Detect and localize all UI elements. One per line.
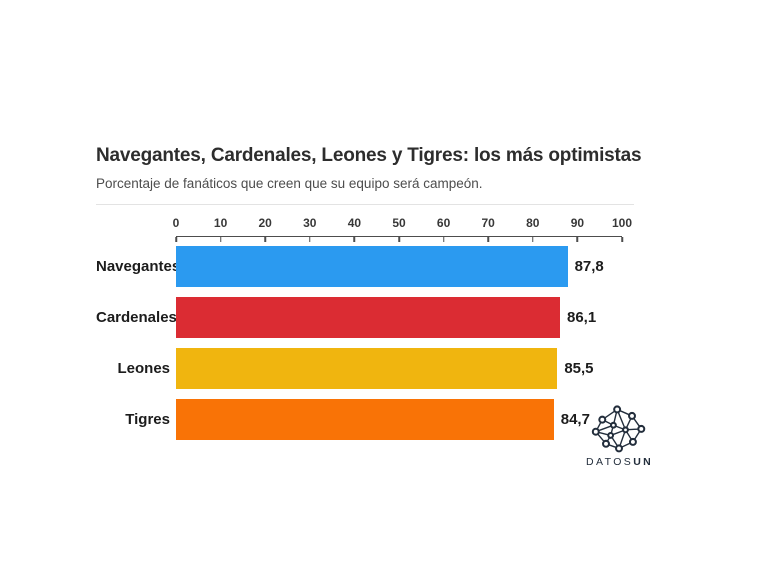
bar <box>176 399 554 441</box>
axis-tick-mark <box>175 237 177 243</box>
value-label: 85,5 <box>564 360 594 378</box>
bar-row: Navegantes 87,8 <box>96 246 652 288</box>
axis-tick-mark <box>576 237 579 243</box>
header-divider <box>96 204 634 206</box>
bar-row: Cardenales 86,1 <box>96 297 652 339</box>
logo-text: DATOSUN <box>586 456 652 468</box>
bar-track: 85,5 <box>176 348 622 390</box>
bar-track: 87,8 <box>176 246 622 288</box>
value-label: 84,7 <box>560 411 590 429</box>
axis-tick-label: 0 <box>172 216 180 231</box>
bar <box>176 297 560 339</box>
axis-tick-label: 30 <box>303 216 317 231</box>
axis-tick-mark <box>621 237 623 243</box>
bar <box>176 246 568 288</box>
axis-tick-label: 60 <box>436 216 451 231</box>
axis-tick-mark <box>309 237 311 243</box>
axis-tick-mark <box>264 237 266 243</box>
axis-tick-label: 90 <box>570 216 585 231</box>
axis-tick-mark <box>353 237 356 243</box>
axis-tick-label: 80 <box>526 216 540 231</box>
datosun-logo: DATOSUN <box>586 402 652 468</box>
axis-tick-mark <box>219 237 222 243</box>
axis-tick-mark <box>442 237 445 243</box>
axis-tick-mark <box>487 237 489 243</box>
axis-tick-mark <box>532 237 534 243</box>
bar-track: 84,7 <box>176 399 622 441</box>
value-label: 86,1 <box>567 309 597 327</box>
bar-row: Leones 85,5 <box>96 348 652 390</box>
category-label: Tigres <box>125 411 170 429</box>
axis-tick-mark <box>398 237 400 243</box>
value-label: 87,8 <box>574 258 604 276</box>
x-axis-line <box>176 236 622 238</box>
axis-tick-label: 100 <box>611 216 633 231</box>
chart-title: Navegantes, Cardenales, Leones y Tigres:… <box>96 145 642 166</box>
category-label: Navegantes <box>96 258 181 276</box>
axis-tick-label: 10 <box>213 216 228 231</box>
chart-subtitle: Porcentaje de fanáticos que creen que su… <box>96 175 483 191</box>
network-graph-icon <box>591 405 646 453</box>
bar-chart: Navegantes, Cardenales, Leones y Tigres:… <box>96 145 652 450</box>
axis-tick-label: 70 <box>481 216 495 231</box>
bar-row: Tigres 84,7 <box>96 399 652 441</box>
bar-track: 86,1 <box>176 297 622 339</box>
category-label: Leones <box>117 360 170 378</box>
category-label: Cardenales <box>96 309 177 327</box>
logo-text-bold: UN <box>633 456 654 468</box>
axis-tick-label: 40 <box>347 216 362 231</box>
bar <box>176 348 558 390</box>
logo-text-regular: DATOS <box>586 456 634 468</box>
axis-tick-label: 20 <box>258 216 272 231</box>
bar-rows: Navegantes 87,8 Cardenales 86,1 Leones 8… <box>96 246 652 441</box>
axis-tick-label: 50 <box>392 216 406 231</box>
x-axis: 0 10 20 30 40 50 60 70 80 90 100 <box>172 216 632 243</box>
